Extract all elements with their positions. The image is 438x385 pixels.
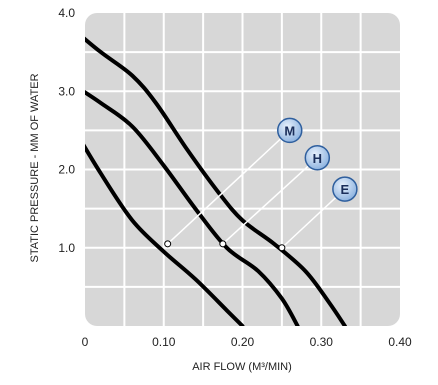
- annotations: M H E: [164, 117, 358, 252]
- y-axis-label: STATIC PRESSURE - MM OF WATER: [29, 73, 41, 262]
- badge-label-h: H: [313, 151, 322, 166]
- x-tick-label: 0.10: [152, 335, 176, 349]
- x-tick-label: 0.30: [310, 335, 334, 349]
- curve-h: [85, 85, 300, 326]
- y-tick-labels: 1.0 2.0 3.0 4.0: [58, 6, 75, 255]
- leader-line-m: [167, 129, 291, 245]
- curves: [85, 30, 347, 326]
- operating-point-m: [164, 240, 172, 248]
- badge-m: [277, 117, 303, 144]
- x-axis-label: AIR FLOW (M³/MIN): [192, 361, 292, 373]
- operating-point-h: [219, 240, 227, 248]
- y-tick-label: 1.0: [58, 241, 75, 255]
- curve-e: [85, 30, 347, 326]
- y-tick-label: 3.0: [58, 84, 75, 98]
- y-tick-label: 2.0: [58, 163, 75, 177]
- leader-line-e: [281, 188, 346, 249]
- badge-label-m: M: [284, 123, 295, 138]
- badge-e: [332, 176, 358, 202]
- curve-m: [85, 132, 245, 326]
- badge-label-e: E: [341, 182, 350, 197]
- y-tick-label: 4.0: [58, 6, 75, 20]
- x-tick-label: 0.20: [231, 335, 255, 349]
- operating-point-e: [278, 244, 286, 252]
- x-tick-labels: 0 0.10 0.20 0.30 0.40: [82, 335, 412, 349]
- leader-line-h: [222, 157, 318, 245]
- x-tick-label: 0.40: [388, 335, 412, 349]
- x-tick-label: 0: [82, 335, 89, 349]
- badge-h: [304, 145, 331, 171]
